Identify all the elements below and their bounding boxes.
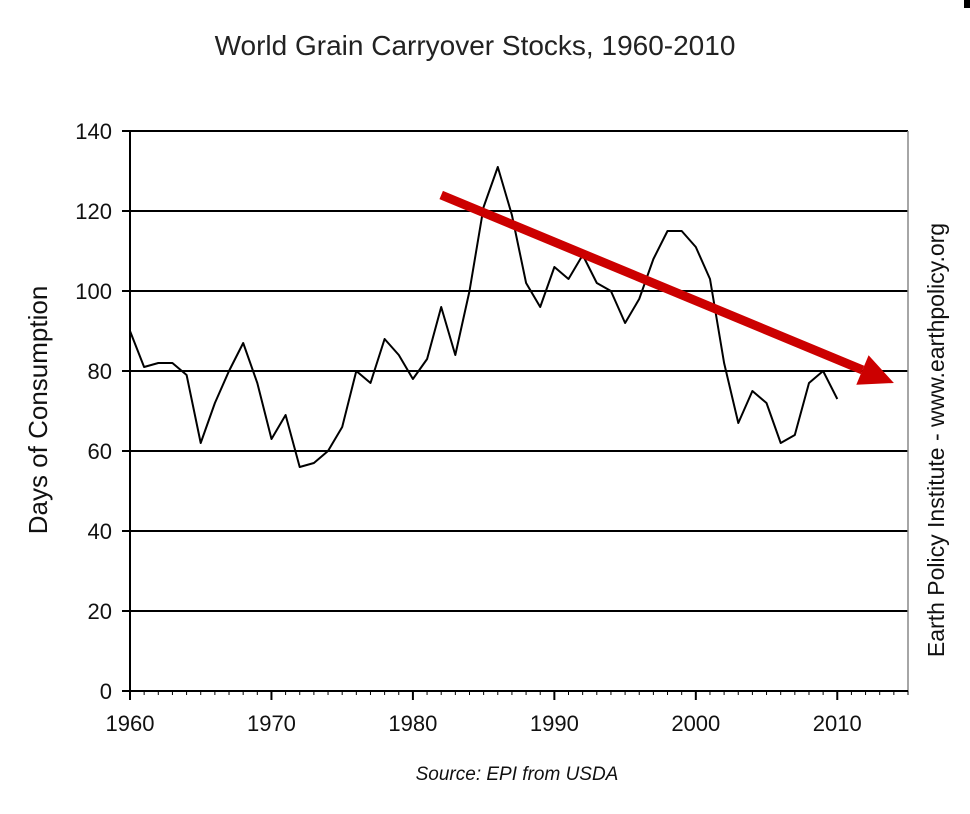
series-line [129, 166, 839, 468]
y-tick-label-100: 100 [75, 279, 112, 304]
data-point-1966 [213, 401, 217, 405]
data-point-1973 [312, 461, 316, 465]
data-point-1976 [354, 369, 358, 373]
data-point-1975 [340, 425, 344, 429]
data-point-2004 [750, 389, 754, 393]
source-credit-label: Earth Policy Institute - www.earthpolicy… [923, 223, 949, 657]
data-point-1996 [637, 297, 641, 301]
data-point-2003 [736, 421, 740, 425]
data-point-2001 [708, 277, 712, 281]
data-point-1961 [142, 365, 146, 369]
data-point-1988 [524, 281, 528, 285]
data-point-1999 [680, 229, 684, 233]
data-point-1965 [199, 441, 203, 445]
data-point-2006 [779, 441, 783, 445]
data-point-1993 [595, 281, 599, 285]
source-note: Source: EPI from USDA [416, 764, 619, 785]
x-tick-label-1980: 1980 [388, 711, 437, 736]
y-tick-label-20: 20 [88, 599, 112, 624]
x-tick-label-1960: 1960 [106, 711, 155, 736]
data-point-1983 [453, 353, 457, 357]
x-tick-label-2010: 2010 [813, 711, 862, 736]
data-point-1979 [397, 353, 401, 357]
data-point-2009 [821, 369, 825, 373]
y-tick-label-40: 40 [88, 519, 112, 544]
y-tick-label-140: 140 [75, 119, 112, 144]
data-point-1984 [467, 289, 471, 293]
data-point-1991 [567, 277, 571, 281]
y-tick-label-80: 80 [88, 359, 112, 384]
x-tick-label-1990: 1990 [530, 711, 579, 736]
data-point-1971 [284, 413, 288, 417]
data-point-2000 [694, 245, 698, 249]
data-point-2008 [807, 381, 811, 385]
x-tick-labels: 1960 1970 1980 1990 2000 2010 [106, 711, 862, 736]
data-point-2002 [722, 361, 726, 365]
trend-arrow-shaft [439, 190, 865, 375]
data-point-1986 [496, 165, 500, 169]
grid-lines [130, 130, 908, 612]
data-point-1978 [383, 337, 387, 341]
axes [122, 130, 909, 700]
data-point-1967 [227, 369, 231, 373]
y-axis-label: Days of Consumption [23, 286, 53, 535]
data-point-1962 [156, 361, 160, 365]
y-tick-label-60: 60 [88, 439, 112, 464]
data-point-1970 [269, 437, 273, 441]
y-tick-labels: 0 20 40 60 80 100 120 140 [75, 119, 112, 704]
data-point-2005 [765, 401, 769, 405]
data-point-1972 [298, 465, 302, 469]
data-point-1964 [185, 373, 189, 377]
data-point-1994 [609, 289, 613, 293]
data-point-2007 [793, 433, 797, 437]
y-tick-label-120: 120 [75, 199, 112, 224]
y-tick-label-0: 0 [100, 679, 112, 704]
x-tick-label-1970: 1970 [247, 711, 296, 736]
data-point-1980 [411, 377, 415, 381]
data-point-1998 [666, 229, 670, 233]
data-point-1981 [425, 357, 429, 361]
data-point-1982 [439, 305, 443, 309]
data-point-1969 [255, 381, 259, 385]
data-point-1997 [651, 257, 655, 261]
chart-title: World Grain Carryover Stocks, 1960-2010 [215, 30, 736, 61]
corner-mark [964, 0, 970, 8]
trend-arrow-head [856, 355, 894, 385]
data-point-1960 [128, 329, 132, 333]
trend-arrow [439, 190, 894, 385]
data-point-1977 [368, 381, 372, 385]
data-point-1990 [552, 265, 556, 269]
data-point-1963 [170, 361, 174, 365]
data-point-1995 [623, 321, 627, 325]
x-tick-label-2000: 2000 [671, 711, 720, 736]
data-point-1974 [326, 449, 330, 453]
data-point-1987 [510, 213, 514, 217]
data-point-2010 [835, 397, 839, 401]
data-point-1968 [241, 341, 245, 345]
data-point-1989 [538, 305, 542, 309]
